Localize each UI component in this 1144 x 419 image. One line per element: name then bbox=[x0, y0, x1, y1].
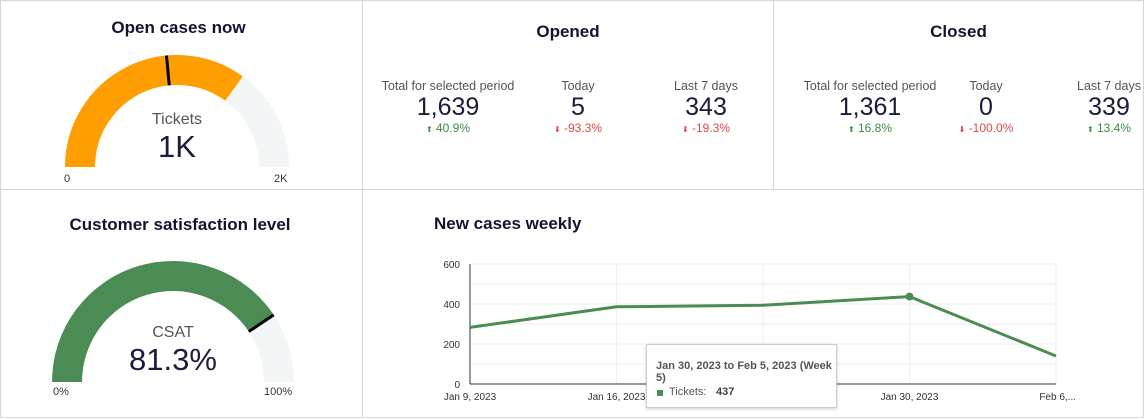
stat-change: 13.4% bbox=[1097, 121, 1132, 135]
gauge-needle bbox=[164, 55, 171, 86]
stat-2: Last 7 days 339 ⬆ 13.4% bbox=[1034, 79, 1144, 135]
arrow-down-icon: ⬇ bbox=[553, 125, 561, 134]
open-cases-gauge bbox=[65, 55, 289, 168]
stat-change: -19.3% bbox=[692, 121, 731, 135]
gauge-max: 2K bbox=[274, 173, 288, 185]
stat-value: 1,639 bbox=[416, 93, 480, 121]
gauge-label: Tickets bbox=[151, 111, 203, 128]
stat-value: 339 bbox=[1088, 93, 1130, 121]
stat-label: Last 7 days bbox=[674, 79, 738, 93]
chart-tooltip: Jan 30, 2023 to Feb 5, 2023 (Week 5) Tic… bbox=[646, 344, 837, 408]
opened-title: Opened bbox=[536, 22, 600, 41]
arrow-down-icon: ⬇ bbox=[958, 125, 966, 134]
stat-label: Total for selected period bbox=[803, 79, 937, 93]
stat-label: Total for selected period bbox=[381, 79, 515, 93]
gauge-min: 0 bbox=[64, 173, 71, 185]
tooltip-label: Tickets: bbox=[669, 386, 707, 398]
stat-value: 0 bbox=[979, 93, 993, 121]
tooltip-value: 437 bbox=[716, 386, 735, 398]
stat-change: 16.8% bbox=[858, 121, 893, 135]
opened-panel: Opened Total for selected period 1,639 ⬆… bbox=[362, 0, 774, 190]
csat-value: 81.3% bbox=[129, 342, 217, 377]
arrow-up-icon: ⬆ bbox=[847, 125, 855, 134]
csat-min: 0% bbox=[53, 386, 69, 398]
stat-label: Today bbox=[561, 79, 595, 93]
stat-label: Today bbox=[969, 79, 1003, 93]
csat-panel: Customer satisfaction level CSAT 81.3% 0… bbox=[0, 189, 363, 418]
open-cases-panel: Open cases now Tickets 1K 0 2K bbox=[0, 0, 363, 190]
stat-value: 343 bbox=[685, 93, 727, 121]
closed-panel: Closed Total for selected period 1,361 ⬆… bbox=[773, 0, 1144, 190]
tooltip-title: Jan 30, 2023 to Feb 5, 2023 (Week 5) bbox=[656, 360, 832, 384]
stat-value: 1,361 bbox=[838, 93, 902, 121]
stat-value: 5 bbox=[571, 93, 585, 121]
csat-max: 100% bbox=[264, 386, 293, 398]
stat-label: Last 7 days bbox=[1077, 79, 1141, 93]
stat-2: Last 7 days 343 ⬇ -19.3% bbox=[631, 79, 781, 135]
stat-change: -93.3% bbox=[564, 121, 603, 135]
closed-title: Closed bbox=[930, 22, 987, 41]
gauge-value: 1K bbox=[158, 129, 196, 164]
stat-change: -100.0% bbox=[968, 121, 1014, 135]
csat-gauge bbox=[52, 261, 294, 383]
gauge-needle bbox=[247, 313, 275, 333]
tooltip-swatch bbox=[657, 390, 663, 396]
arrow-up-icon: ⬆ bbox=[1086, 125, 1094, 134]
stat-0: Total for selected period 1,361 ⬆ 16.8% bbox=[795, 79, 945, 135]
gauge-fill bbox=[52, 261, 274, 383]
arrow-down-icon: ⬇ bbox=[681, 125, 689, 134]
arrow-up-icon: ⬆ bbox=[425, 125, 433, 134]
open-cases-title: Open cases now bbox=[111, 18, 246, 37]
stat-1: Today 5 ⬇ -93.3% bbox=[503, 79, 653, 135]
stat-0: Total for selected period 1,639 ⬆ 40.9% bbox=[373, 79, 523, 135]
stat-change: 40.9% bbox=[436, 121, 471, 135]
csat-label: CSAT bbox=[152, 324, 194, 341]
gauge-fill bbox=[65, 55, 243, 168]
csat-title: Customer satisfaction level bbox=[69, 215, 291, 234]
stat-1: Today 0 ⬇ -100.0% bbox=[911, 79, 1061, 135]
chart-title: New cases weekly bbox=[434, 214, 582, 233]
